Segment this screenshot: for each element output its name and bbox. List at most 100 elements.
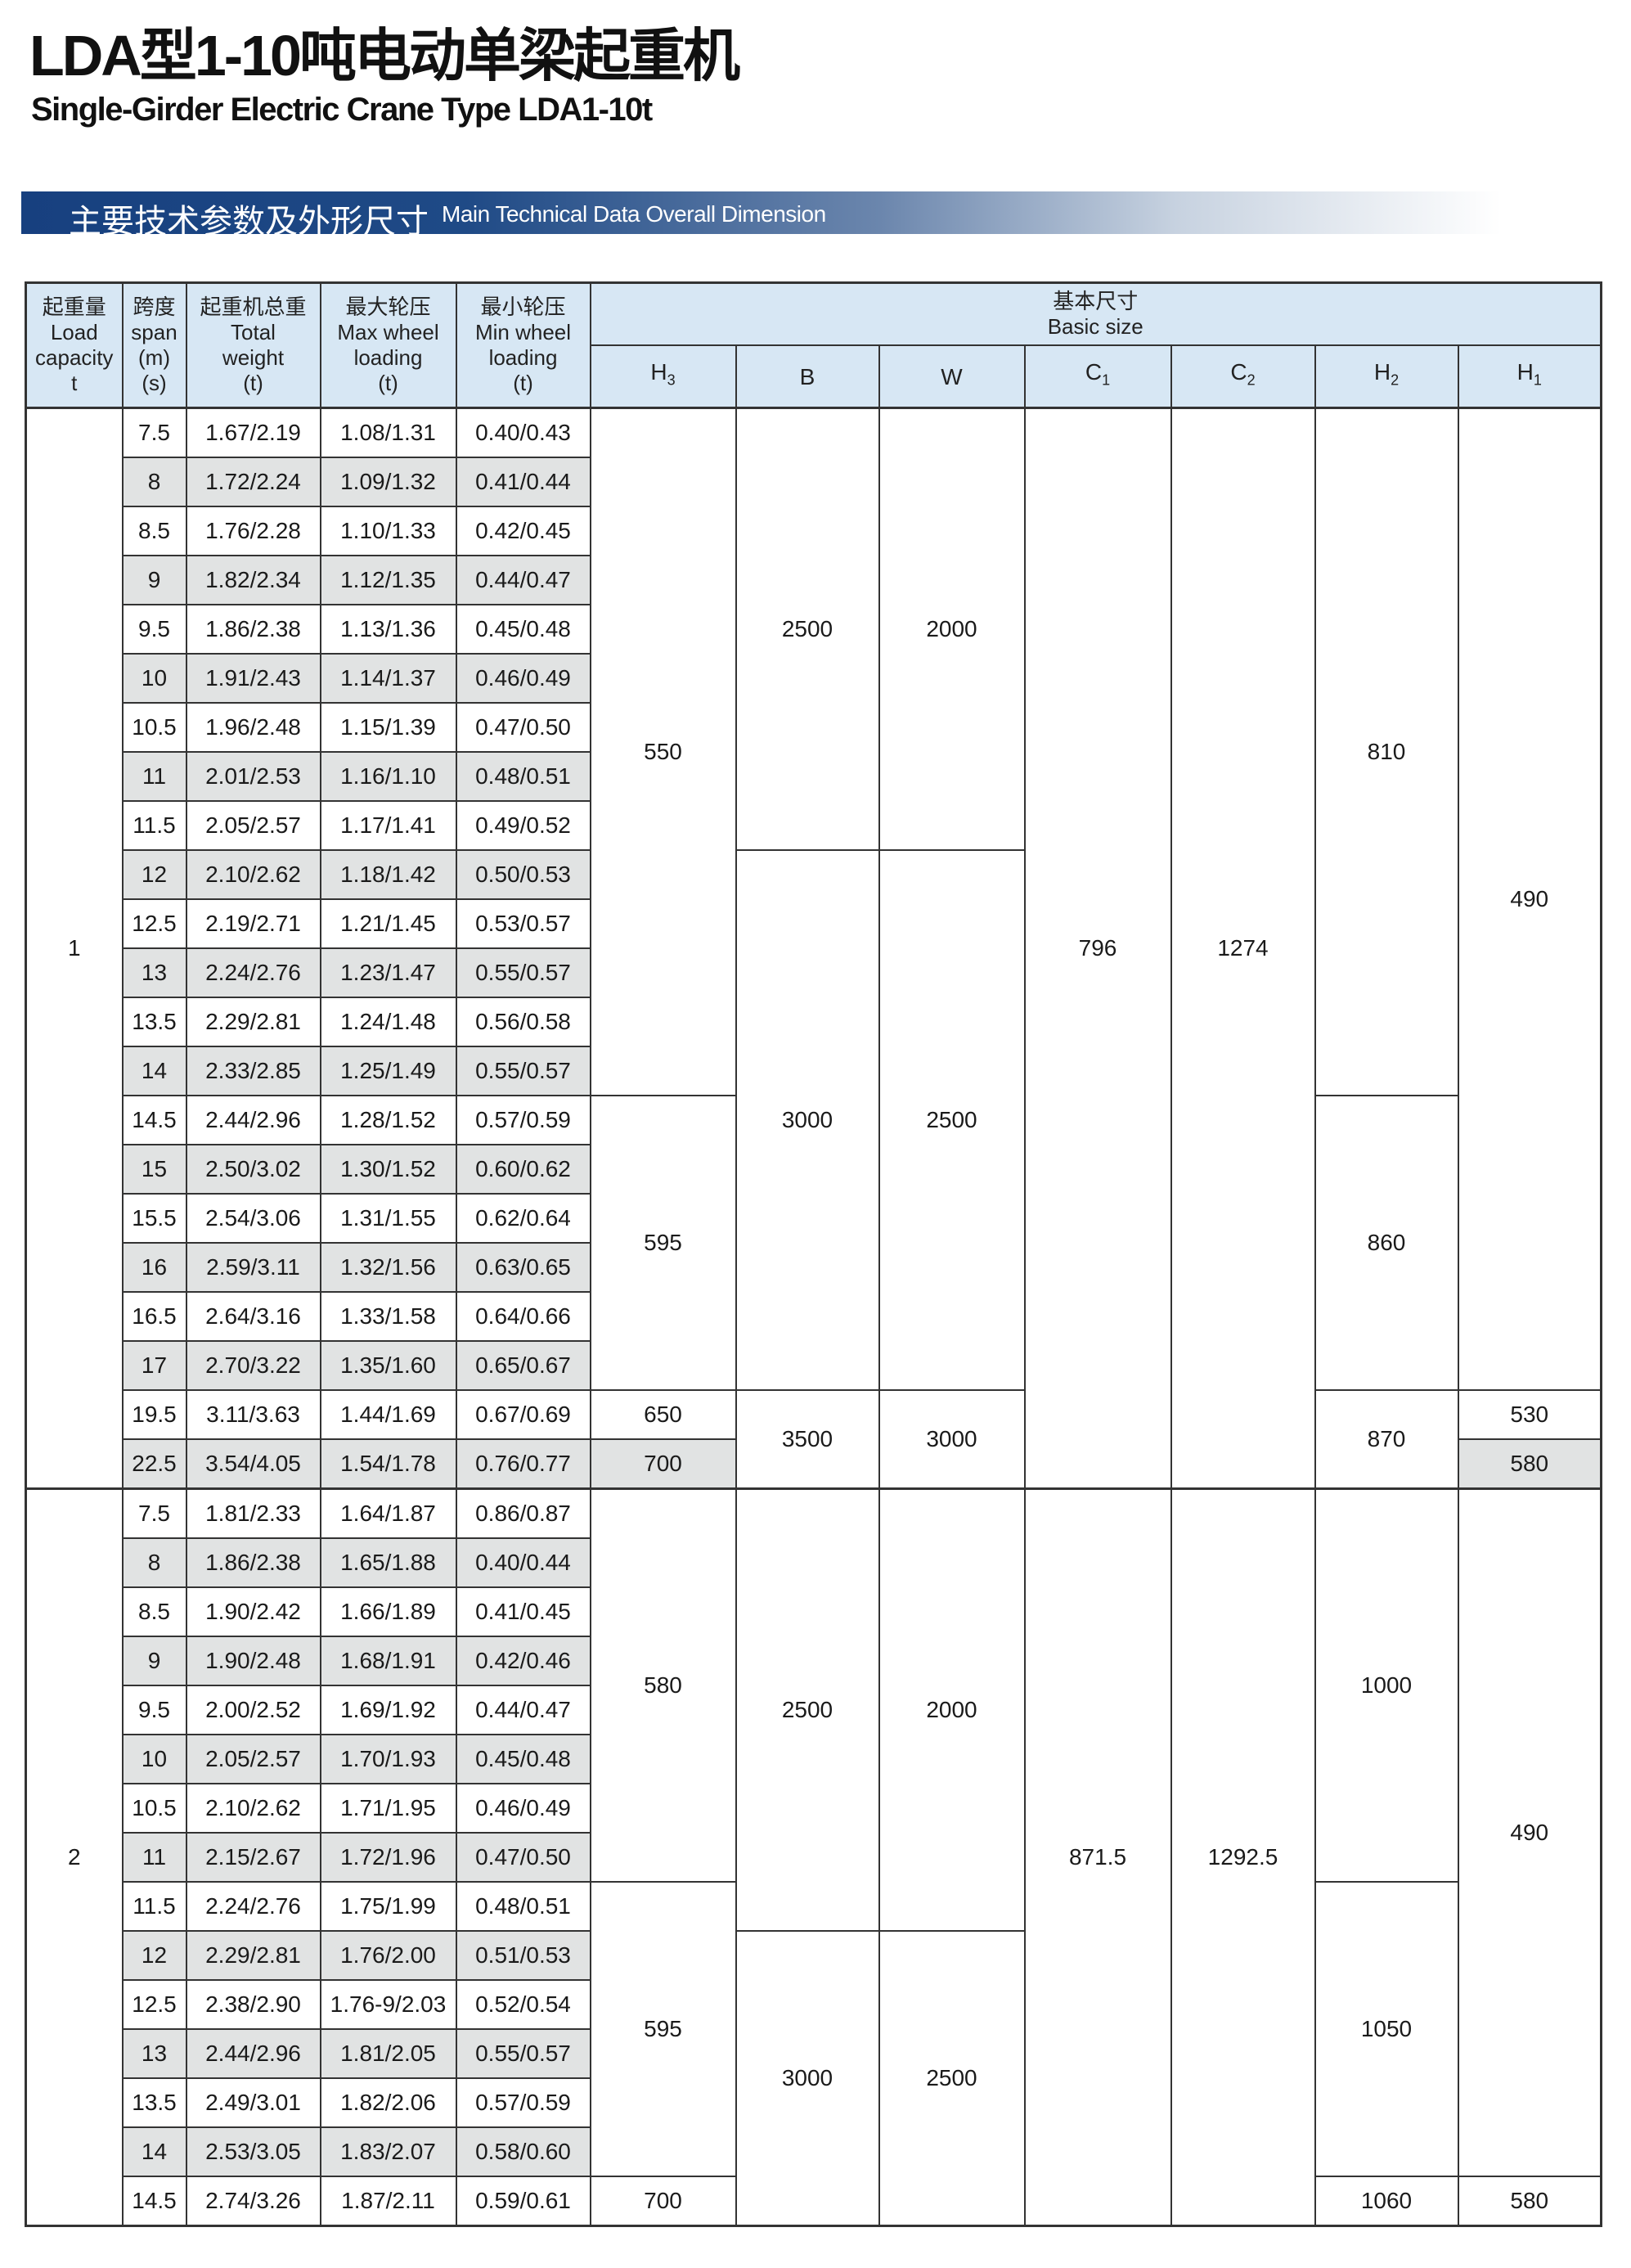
header-dim-h3: H3 (589, 344, 737, 409)
dim-h1-cell: 490 (1457, 407, 1602, 1391)
span-cell: 7.5 (121, 407, 187, 458)
min-wheel-loading-cell: 0.46/0.49 (455, 1783, 591, 1834)
table-row: 16.5 2.64/3.16 1.33/1.58 0.64/0.66 (26, 1291, 1602, 1342)
min-wheel-loading-cell: 0.64/0.66 (455, 1291, 591, 1342)
header-dim-subscript: 2 (1247, 371, 1256, 389)
dim-w-cell: 3000 (878, 1389, 1026, 1490)
header-line: 最大轮压 (345, 295, 431, 319)
table-row: 14.5 2.44/2.96 1.28/1.52 0.57/0.59 595 860 (26, 1095, 1602, 1391)
max-wheel-loading-cell: 1.83/2.07 (319, 2126, 457, 2177)
max-wheel-loading-cell: 1.82/2.06 (319, 2077, 457, 2128)
max-wheel-loading-cell: 1.15/1.39 (319, 702, 457, 753)
span-cell: 8.5 (121, 506, 187, 556)
max-wheel-loading-cell: 1.31/1.55 (319, 1193, 457, 1244)
table-row: 17 2.70/3.22 1.35/1.60 0.65/0.67 (26, 1340, 1602, 1391)
max-wheel-loading-cell: 1.72/1.96 (319, 1832, 457, 1883)
dim-c1-cell: 796 (1023, 407, 1172, 1490)
total-weight-cell: 1.91/2.43 (185, 653, 321, 704)
table-row: 9.5 1.86/2.38 1.13/1.36 0.45/0.48 (26, 604, 1602, 655)
span-cell: 9.5 (121, 604, 187, 655)
min-wheel-loading-cell: 0.46/0.49 (455, 653, 591, 704)
header-line: t (71, 371, 78, 395)
min-wheel-loading-cell: 0.41/0.44 (455, 457, 591, 507)
span-cell: 15.5 (121, 1193, 187, 1244)
header-line: weight (222, 345, 285, 370)
span-cell: 17 (121, 1340, 187, 1391)
max-wheel-loading-cell: 1.65/1.88 (319, 1537, 457, 1588)
span-cell: 7.5 (121, 1487, 187, 1539)
page-subtitle: Single-Girder Electric Crane Type LDA1-1… (31, 92, 653, 128)
header-basic-size: 基本尺寸 Basic size (589, 281, 1602, 346)
header-dim-subscript: 2 (1391, 371, 1400, 389)
max-wheel-loading-cell: 1.18/1.42 (319, 849, 457, 900)
dim-w-cell: 2000 (878, 1487, 1026, 1932)
table-row: 16 2.59/3.11 1.32/1.56 0.63/0.65 (26, 1242, 1602, 1293)
total-weight-cell: 2.01/2.53 (185, 751, 321, 802)
table-row: 8 1.72/2.24 1.09/1.32 0.41/0.44 (26, 457, 1602, 507)
table-row: 14 2.33/2.85 1.25/1.49 0.55/0.57 (26, 1046, 1602, 1096)
dim-h2-cell: 810 (1314, 407, 1459, 1096)
max-wheel-loading-cell: 1.76/2.00 (319, 1930, 457, 1981)
span-cell: 11 (121, 751, 187, 802)
dim-b-cell: 3000 (735, 849, 880, 1391)
dim-h1-cell: 580 (1457, 1438, 1602, 1490)
table-row: 8.5 1.90/2.42 1.66/1.89 0.41/0.45 (26, 1586, 1602, 1637)
max-wheel-loading-cell: 1.76-9/2.03 (319, 1979, 457, 2030)
min-wheel-loading-cell: 0.40/0.43 (455, 407, 591, 458)
max-wheel-loading-cell: 1.23/1.47 (319, 947, 457, 998)
header-line: 跨度 (133, 295, 176, 319)
span-cell: 16.5 (121, 1291, 187, 1342)
section-banner: 主要技术参数及外形尺寸 Main Technical Data Overall … (21, 191, 1502, 240)
total-weight-cell: 2.10/2.62 (185, 1783, 321, 1834)
max-wheel-loading-cell: 1.87/2.11 (319, 2176, 457, 2227)
table-row: 15.5 2.54/3.06 1.31/1.55 0.62/0.64 (26, 1193, 1602, 1244)
total-weight-cell: 2.53/3.05 (185, 2126, 321, 2177)
header-dim-w: W (878, 344, 1026, 409)
min-wheel-loading-cell: 0.65/0.67 (455, 1340, 591, 1391)
max-wheel-loading-cell: 1.69/1.92 (319, 1685, 457, 1735)
dim-h3-cell: 700 (589, 1438, 737, 1490)
max-wheel-loading-cell: 1.21/1.45 (319, 898, 457, 949)
total-weight-cell: 2.59/3.11 (185, 1242, 321, 1293)
table-row: 13 2.24/2.76 1.23/1.47 0.55/0.57 (26, 947, 1602, 998)
total-weight-cell: 3.54/4.05 (185, 1438, 321, 1490)
max-wheel-loading-cell: 1.13/1.36 (319, 604, 457, 655)
span-cell: 10.5 (121, 1783, 187, 1834)
min-wheel-loading-cell: 0.56/0.58 (455, 997, 591, 1047)
dim-b-cell: 2500 (735, 1487, 880, 1932)
min-wheel-loading-cell: 0.41/0.45 (455, 1586, 591, 1637)
span-cell: 8 (121, 1537, 187, 1588)
total-weight-cell: 1.86/2.38 (185, 604, 321, 655)
span-cell: 12 (121, 1930, 187, 1981)
dim-b-cell: 3000 (735, 1930, 880, 2227)
span-cell: 13 (121, 947, 187, 998)
span-cell: 11 (121, 1832, 187, 1883)
header-line: 起重量 (42, 295, 106, 319)
min-wheel-loading-cell: 0.60/0.62 (455, 1144, 591, 1195)
header-dim-label: B (799, 363, 816, 389)
max-wheel-loading-cell: 1.17/1.41 (319, 800, 457, 851)
total-weight-cell: 1.90/2.42 (185, 1586, 321, 1637)
total-weight-cell: 2.00/2.52 (185, 1685, 321, 1735)
table-row: 10.5 1.96/2.48 1.15/1.39 0.47/0.50 (26, 702, 1602, 753)
min-wheel-loading-cell: 0.52/0.54 (455, 1979, 591, 2030)
header-dim-b: B (735, 344, 880, 409)
total-weight-cell: 3.11/3.63 (185, 1389, 321, 1440)
max-wheel-loading-cell: 1.68/1.91 (319, 1636, 457, 1686)
span-cell: 13.5 (121, 2077, 187, 2128)
min-wheel-loading-cell: 0.63/0.65 (455, 1242, 591, 1293)
total-weight-cell: 2.44/2.96 (185, 2028, 321, 2079)
min-wheel-loading-cell: 0.57/0.59 (455, 1095, 591, 1145)
header-span: 跨度 span (m) (s) (121, 281, 187, 409)
min-wheel-loading-cell: 0.48/0.51 (455, 1881, 591, 1932)
dim-h1-cell: 530 (1457, 1389, 1602, 1440)
header-line: loading (353, 345, 423, 370)
min-wheel-loading-cell: 0.59/0.61 (455, 2176, 591, 2227)
header-dim-label: C (1085, 359, 1103, 385)
spec-table: 起重量 Load capacity t 跨度 span (m) (s) 起重机总… (25, 281, 1602, 2227)
span-cell: 22.5 (121, 1438, 187, 1490)
table-row: 1 7.5 1.67/2.19 1.08/1.31 0.40/0.43 550 2500 20… (25, 407, 1602, 1490)
max-wheel-loading-cell: 1.30/1.52 (319, 1144, 457, 1195)
total-weight-cell: 1.72/2.24 (185, 457, 321, 507)
dim-h3-cell: 700 (589, 2176, 737, 2227)
